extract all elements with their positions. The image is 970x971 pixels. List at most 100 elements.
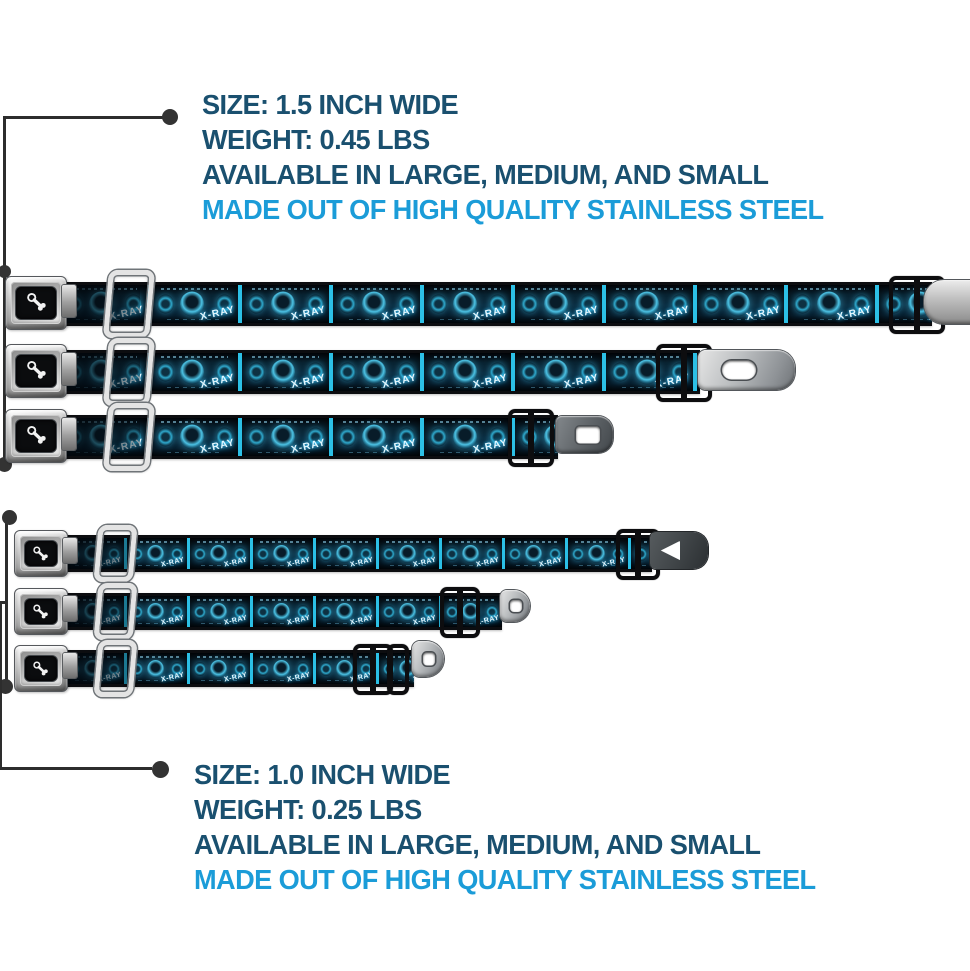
seatbelt-buckle [14,645,68,692]
strap-panel: X-RAY [242,353,333,391]
bill-microtext [200,680,240,681]
xray-skull [452,359,477,385]
bill-microtext [257,387,314,388]
bill-microtext [323,599,369,601]
bill-microtext [439,452,496,453]
bill-microtext [326,680,366,681]
xray-skull [452,424,477,450]
strap-panel: X-RAY [127,653,190,684]
dog-bone-icon [26,426,46,445]
xray-skull [398,602,416,621]
strap-panel: X-RAY [515,353,606,391]
xray-skull [272,602,290,621]
weight-line-1-5: WEIGHT: 0.45 LBS [202,124,430,155]
xray-seal-right [579,362,597,382]
seatbelt-buckle [14,588,68,635]
xray-skull [272,544,290,563]
strap-panel: X-RAY [190,538,253,569]
callout-dot-bottom-text [152,761,169,778]
xray-label: X-RAY [160,671,186,684]
xray-seal-left [430,362,448,382]
strap-adjuster-slider [508,409,554,467]
xray-seal-left [131,604,144,619]
xray-seal-left [257,546,270,561]
xray-seal-right [215,294,233,314]
xray-seal-right [486,604,499,619]
dog-bone-icon [33,661,49,675]
xray-skull [209,659,227,678]
bill-microtext [515,565,555,566]
xray-seal-right [234,661,247,676]
xray-seal-right [423,546,436,561]
xray-label: X-RAY [160,614,186,627]
strap-panel: X-RAY [151,285,242,323]
bill-microtext [578,565,618,566]
bill-microtext [161,356,228,358]
xray-label: X-RAY [286,614,312,627]
bill-microtext [137,680,177,681]
buckle-hinge [63,596,77,621]
xray-skull [587,544,605,563]
bill-microtext [343,288,410,290]
strap-panel: X-RAY [442,538,505,569]
info-block-1-0-inch: SIZE: 1.0 INCH WIDE WEIGHT: 0.25 LBS AVA… [194,757,835,897]
xray-skull [335,544,353,563]
xray-skull [270,359,295,385]
bill-microtext [798,288,865,290]
xray-seal-right [360,604,373,619]
xray-seal-left [572,546,585,561]
strap-panel: X-RAY [253,538,316,569]
bill-microtext [323,656,369,658]
bill-microtext [512,541,558,543]
xray-skull [452,291,477,317]
xray-label: X-RAY [381,372,418,391]
callout-line-bottom-horizontal [0,767,152,770]
callout-tick-bottom [0,601,8,604]
buckle-face [16,420,56,452]
xray-label: X-RAY [286,671,312,684]
bill-microtext [348,387,405,388]
xray-seal-right [297,661,310,676]
strap-panel: X-RAY [333,353,424,391]
xray-seal-left [248,427,266,447]
bill-microtext [326,623,366,624]
bill-microtext [803,319,860,320]
bill-microtext [525,356,592,358]
xray-seal-right [234,604,247,619]
xray-seal-left [383,546,396,561]
xray-seal-left [157,427,175,447]
xray-skull [543,359,568,385]
xray-label: X-RAY [538,556,564,569]
strap-panel: X-RAY [316,653,379,684]
bill-microtext [530,319,587,320]
xray-seal-left [509,546,522,561]
xray-seal-left [703,294,721,314]
bill-microtext [263,623,303,624]
bill-microtext [134,541,180,543]
xray-seal-right [171,546,184,561]
xray-seal-left [612,294,630,314]
xray-label: X-RAY [290,372,327,391]
bill-microtext [343,421,410,423]
xray-seal-right [670,294,688,314]
tongue-plate-hole [423,652,435,666]
bill-microtext [894,319,932,320]
leash-d-ring [103,338,155,406]
material-line-1-5: MADE OUT OF HIGH QUALITY STAINLESS STEEL [202,194,824,225]
xray-seal-left [446,604,459,619]
tongue-plate-hole [576,426,600,443]
callout-line-top-vertical [3,116,6,466]
xray-skull [209,544,227,563]
bill-microtext [575,541,621,543]
bill-microtext [343,356,410,358]
xray-label: X-RAY [381,437,418,456]
xray-seal-right [488,294,506,314]
xray-seal-right [171,604,184,619]
xray-skull [461,602,479,621]
xray-seal-left [612,362,630,382]
xray-skull [270,424,295,450]
bill-microtext [525,288,592,290]
xray-skull [146,544,164,563]
xray-label: X-RAY [199,437,236,456]
clip-buckle-end [650,532,708,569]
